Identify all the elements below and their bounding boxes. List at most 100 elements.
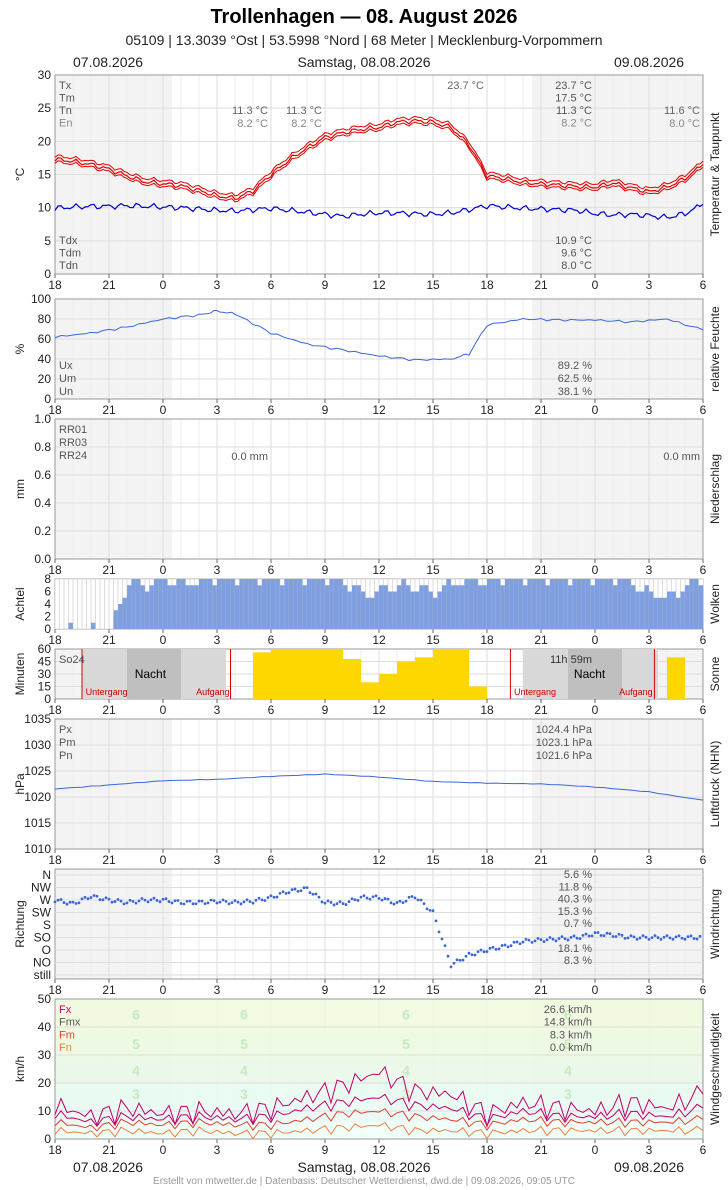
- clouds-xtick-label: 3: [214, 633, 221, 647]
- sun-ytick-label: 60: [38, 642, 52, 656]
- winddir-point: [95, 894, 99, 898]
- cloud-bar: [221, 579, 227, 629]
- en-morning: 8.2 °C: [291, 118, 322, 130]
- pressure-xtick-label: 0: [592, 853, 599, 867]
- winddir-point: [386, 897, 390, 901]
- cloud-bar: [194, 585, 200, 629]
- humidity-xtick-label: 18: [48, 403, 62, 417]
- sun-bar: [433, 649, 451, 699]
- winddir-point: [596, 931, 600, 934]
- winddir-point: [644, 935, 648, 939]
- clouds-ylabel: Achtel: [13, 587, 27, 620]
- winddir-xtick-label: 3: [646, 983, 653, 997]
- cloud-bar: [482, 585, 488, 629]
- winddir-point: [692, 937, 696, 940]
- winddir-point: [497, 947, 501, 951]
- beaufort-label: 4: [402, 1062, 410, 1078]
- humidity-xtick-label: 0: [160, 403, 167, 417]
- winddir-stat: 40.3 %: [558, 894, 592, 906]
- winddir-point: [161, 898, 165, 901]
- humidity-night-shade: [532, 299, 703, 399]
- winddir-point: [332, 903, 336, 907]
- winddir-point: [62, 901, 66, 904]
- humidity-ytick-label: 80: [38, 312, 52, 326]
- winddir-ytick-label: still: [34, 968, 51, 982]
- winddir-xtick-label: 12: [372, 983, 386, 997]
- winddir-point: [422, 902, 426, 906]
- winddir-point: [695, 937, 699, 941]
- sun-bar: [307, 649, 325, 699]
- winddir-point: [641, 934, 645, 938]
- winddir-point: [515, 940, 519, 944]
- winddir-point: [53, 900, 57, 904]
- cloud-bar: [545, 585, 551, 629]
- winddir-point: [686, 935, 690, 939]
- winddir-point: [299, 889, 303, 893]
- clouds-xtick-label: 21: [102, 633, 116, 647]
- winddir-ytick-label: O: [42, 943, 51, 957]
- cloud-bar: [424, 585, 429, 629]
- winddir-point: [668, 936, 672, 940]
- beaufort-label: 3: [240, 1086, 248, 1102]
- winddir-point: [116, 898, 120, 901]
- winddir-ytick-label: NW: [31, 881, 52, 895]
- winddir-point: [251, 901, 255, 905]
- winddir-point: [65, 902, 69, 906]
- cloud-bar: [590, 585, 596, 629]
- cloud-bg-bar: [72, 578, 79, 630]
- sunset-label-2: Untergang: [514, 687, 556, 697]
- beaufort-label: 5: [564, 1036, 572, 1052]
- winddir-point: [290, 888, 294, 891]
- clouds-ytick-label: 4: [44, 597, 51, 611]
- winddir-point: [383, 897, 387, 900]
- winddir-ytick-label: SO: [34, 931, 51, 945]
- cloud-bar: [181, 579, 186, 629]
- temp-ytick-label: 0: [44, 267, 51, 281]
- winddir-point: [83, 895, 87, 899]
- precip-ylabel: mm: [13, 479, 27, 499]
- wind-xtick-label: 9: [322, 1143, 329, 1157]
- winddir-point: [323, 901, 327, 905]
- winddir-point: [263, 899, 267, 902]
- winddir-stat: 15.3 %: [558, 906, 592, 918]
- winddir-point: [623, 936, 627, 940]
- temp-xtick-label: 6: [700, 278, 707, 292]
- sun-bar: [415, 657, 433, 699]
- dewpoint-line: [54, 202, 704, 220]
- winddir-point: [491, 945, 495, 949]
- sun-ytick-label: 15: [38, 680, 52, 694]
- clouds-xtick-label: 18: [480, 633, 494, 647]
- temp-stat: 11.3 °C: [556, 105, 592, 117]
- cloud-bar: [437, 591, 443, 629]
- cloud-bar: [581, 579, 587, 629]
- winddir-point: [488, 946, 492, 950]
- cloud-bar: [212, 585, 218, 629]
- winddir-point: [476, 950, 480, 954]
- winddir-point: [551, 937, 555, 941]
- winddir-point: [206, 901, 210, 905]
- beaufort-label: 5: [402, 1036, 410, 1052]
- winddir-point: [320, 900, 324, 904]
- winddir-point: [380, 898, 384, 902]
- winddir-point: [221, 898, 225, 902]
- tn-night1: 11.3 °C: [232, 105, 268, 117]
- wind-xtick-label: 21: [534, 1143, 548, 1157]
- winddir-point: [560, 935, 564, 939]
- cloud-bar: [491, 579, 497, 629]
- clouds-xtick-label: 15: [426, 633, 440, 647]
- temp-legend-Tx: Tx: [59, 80, 72, 92]
- winddir-point: [284, 891, 288, 895]
- winddir-xtick-label: 9: [322, 983, 329, 997]
- wind-legend-Fmx: Fmx: [59, 1017, 81, 1029]
- winddir-point: [542, 940, 546, 944]
- cloud-bar: [239, 579, 245, 629]
- humidity-ytick-label: 60: [38, 332, 52, 346]
- pressure-xtick-label: 6: [700, 853, 707, 867]
- cloud-bar: [433, 597, 438, 629]
- winddir-point: [425, 907, 429, 911]
- temp-legend-En: En: [59, 118, 72, 130]
- pressure-xtick-label: 9: [322, 853, 329, 867]
- beaufort-label: 5: [132, 1036, 140, 1052]
- pressure-stat: 1024.4 hPa: [536, 724, 593, 736]
- night-label-1: Nacht: [135, 667, 167, 681]
